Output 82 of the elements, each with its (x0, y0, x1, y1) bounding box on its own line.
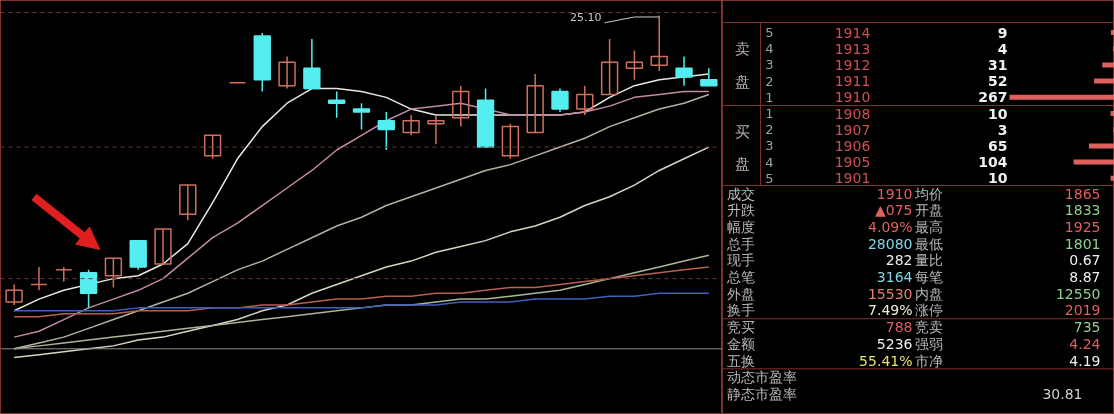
text: 最低 (914, 235, 943, 252)
text: 1925 (1064, 218, 1101, 235)
text: 开盘 (914, 202, 943, 219)
text: 内盘 (914, 285, 943, 302)
annotation: 1865 (1064, 185, 1101, 202)
y-tick-label: 1911 (834, 73, 871, 90)
data-label: 10 (988, 105, 1008, 122)
text: 5 (765, 25, 774, 40)
data-label: 3 (997, 121, 1008, 138)
text: 5 (765, 170, 774, 186)
text: 买 (735, 122, 750, 141)
data-label: 52 (988, 73, 1008, 90)
text: 3 (765, 138, 774, 154)
y-tick-label: 1901 (834, 170, 871, 187)
text: 盘 (735, 72, 750, 91)
text: 55.41% (859, 352, 913, 369)
y-tick-label: 1906 (834, 137, 871, 154)
data-label: 267 (978, 89, 1008, 106)
text: 静态市盈率 (726, 385, 797, 402)
text: 盘 (735, 154, 750, 173)
y-tick-label: 1907 (834, 121, 871, 138)
data-label: 65 (988, 137, 1008, 154)
y-tick-label: 1913 (834, 40, 871, 57)
text: 7.49% (868, 302, 913, 319)
text: 1801 (1064, 235, 1101, 252)
y-tick-label: 1914 (834, 24, 871, 41)
text: 1 (765, 89, 774, 105)
text: ▲075 (875, 202, 913, 219)
text: 总手 (725, 235, 755, 252)
text: 均价 (913, 185, 943, 202)
text: 竞卖 (914, 319, 943, 336)
text: 总笔 (725, 269, 755, 285)
text: 0.67 (1069, 252, 1101, 269)
text: 30.81 (1042, 385, 1083, 402)
text: 换手 (726, 302, 755, 319)
text: 最高 (914, 218, 943, 235)
data-label: 9 (997, 24, 1008, 41)
text: 1910 (876, 185, 913, 202)
text: 4.19 (1069, 352, 1101, 369)
text: 4.24 (1069, 335, 1101, 352)
text: 强弱 (914, 335, 943, 352)
text: 成交 (726, 185, 755, 202)
text: 2 (765, 122, 774, 138)
text: 28080 (867, 235, 913, 252)
text: 3 (765, 57, 774, 73)
text: 升跌 (726, 202, 755, 219)
text: 金额 (726, 335, 755, 352)
text: 现手 (726, 252, 755, 269)
text: 幅度 (726, 218, 755, 235)
y-tick-label: 1912 (834, 56, 871, 73)
text: 4.09% (868, 218, 913, 235)
data-label: 10 (988, 170, 1008, 187)
text: 2 (765, 73, 774, 89)
text: 3164 (876, 269, 913, 285)
y-tick-label: 1905 (834, 154, 871, 171)
text: 竞买 (726, 319, 755, 336)
text: 12550 (1055, 285, 1101, 302)
text: 788 (885, 319, 913, 336)
text: 15530 (867, 285, 913, 302)
text: 五换 (726, 352, 755, 369)
data-label: 31 (988, 56, 1008, 73)
annotation: 25.10 (569, 10, 602, 24)
text: 外盘 (726, 285, 755, 302)
text: 4 (765, 41, 774, 57)
y-tick-label: 1908 (834, 105, 871, 122)
text: 卖 (735, 39, 750, 58)
data-label: 4 (997, 40, 1008, 57)
text: 4 (765, 154, 774, 170)
text: 282 (885, 252, 913, 269)
text: 1 (765, 106, 774, 121)
text: 涨停 (914, 302, 943, 319)
text: 量比 (914, 252, 943, 269)
y-tick-label: 1910 (834, 89, 871, 106)
text: 2019 (1064, 302, 1101, 319)
text: 5236 (876, 335, 913, 352)
text: 735 (1073, 319, 1101, 336)
text: 动态市盈率 (726, 369, 797, 386)
text: 8.87 (1069, 269, 1101, 285)
text: 1833 (1064, 202, 1101, 219)
text: 市净 (914, 352, 943, 369)
text: 每笔 (914, 269, 943, 285)
data-label: 104 (978, 154, 1008, 171)
